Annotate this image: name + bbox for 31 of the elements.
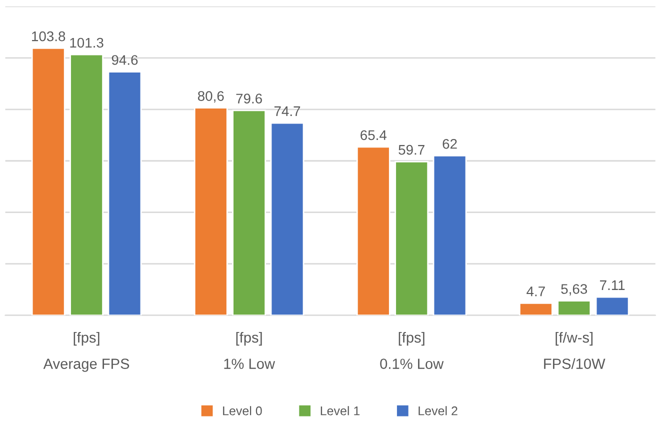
data-label: 65.4 <box>360 130 387 140</box>
legend-label: Level 0 <box>223 406 262 416</box>
data-label: 5,63 <box>561 284 588 296</box>
data-label: 103.8 <box>32 31 66 42</box>
bar <box>70 54 104 316</box>
bar <box>31 47 66 316</box>
bar <box>557 300 592 316</box>
data-label: 7.11 <box>600 280 625 290</box>
bar <box>432 155 467 316</box>
bar <box>394 160 429 316</box>
data-label: 62 <box>442 138 457 149</box>
bar <box>356 146 390 316</box>
data-label: 74.7 <box>274 106 300 116</box>
data-label: 101.3 <box>70 38 104 48</box>
x-tick-label: [fps] 1% Low <box>224 332 276 369</box>
bar <box>270 122 304 316</box>
legend-label: Level 2 <box>418 406 458 416</box>
bar <box>108 71 142 316</box>
bar <box>518 302 553 316</box>
data-label: 80,6 <box>198 91 224 103</box>
bar <box>595 296 630 316</box>
bar <box>232 110 266 316</box>
data-label: 79.6 <box>236 94 262 104</box>
data-label: 94.6 <box>112 55 138 65</box>
bar <box>194 107 228 316</box>
data-label: 59.7 <box>398 144 424 155</box>
x-tick-label: [fps] Average FPS <box>43 332 130 372</box>
legend-label: Level 1 <box>320 406 360 416</box>
x-tick-label: [fps] 0.1% Low <box>380 332 444 369</box>
x-tick-label: [f/w-s] FPS/10W <box>544 332 606 369</box>
data-label: 4.7 <box>526 286 545 296</box>
